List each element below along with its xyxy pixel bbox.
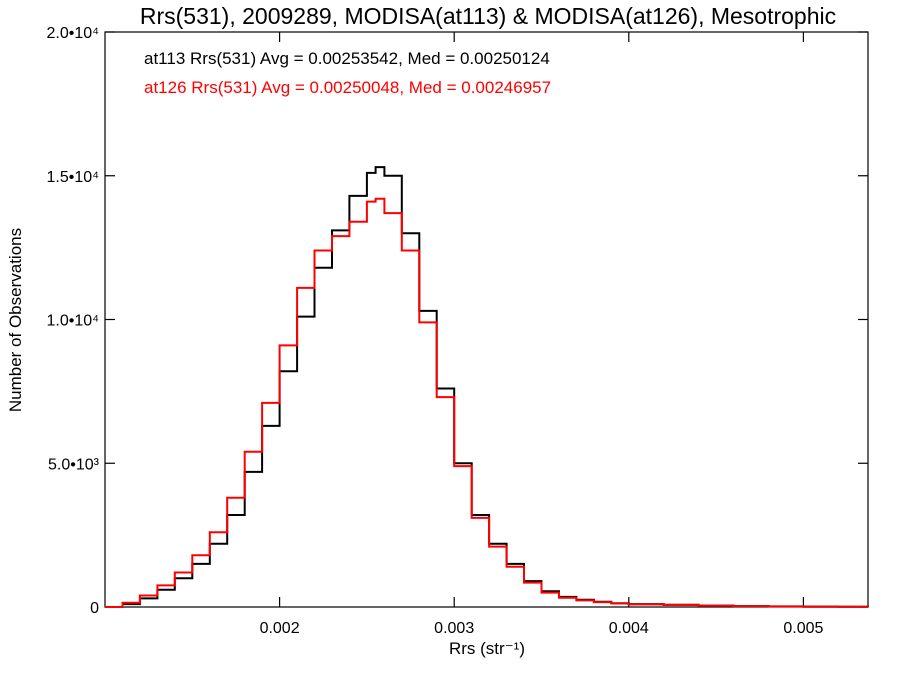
plot-frame (104, 31, 869, 608)
y-tick-label: 0 (90, 600, 99, 617)
x-axis: 0.002 0.003 0.004 0.005 (260, 32, 824, 637)
histogram-series-1 (105, 166, 869, 608)
x-tick-label: 0.003 (434, 620, 474, 637)
x-tick-label: 0.002 (260, 620, 300, 637)
y-axis-label: Number of Observations (6, 228, 25, 412)
annotation-series-2: at126 Rrs(531) Avg = 0.00250048, Med = 0… (144, 78, 551, 97)
y-tick-label: 5.0•10³ (48, 456, 100, 473)
x-axis-label: Rrs (str⁻¹) (449, 639, 525, 658)
x-tick-label: 0.004 (609, 620, 649, 637)
series-layer (105, 166, 869, 608)
y-axis: 0 5.0•10³ 1.0•10⁴ 1.5•10⁴ 2.0•10⁴ (46, 25, 868, 617)
annotation-series-1: at113 Rrs(531) Avg = 0.00253542, Med = 0… (144, 49, 550, 68)
y-tick-label: 1.0•10⁴ (46, 313, 99, 330)
histogram-series-2 (105, 197, 869, 608)
chart-title: Rrs(531), 2009289, MODISA(at113) & MODIS… (140, 3, 836, 29)
y-tick-label: 2.0•10⁴ (46, 25, 99, 42)
x-tick-label: 0.005 (783, 620, 823, 637)
y-tick-label: 1.5•10⁴ (46, 169, 99, 186)
